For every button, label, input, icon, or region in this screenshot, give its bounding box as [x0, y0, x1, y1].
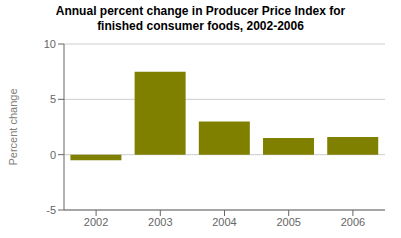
svg-text:5: 5 [50, 93, 56, 105]
svg-text:2003: 2003 [148, 216, 172, 228]
svg-text:Percent change: Percent change [8, 88, 19, 165]
svg-text:10: 10 [44, 38, 56, 50]
svg-text:-5: -5 [46, 204, 56, 216]
svg-text:2005: 2005 [276, 216, 300, 228]
html-text:Annual percent change in Produ: Annual percent change in Producer Price … [55, 4, 346, 18]
svg-text:0: 0 [50, 149, 56, 161]
svg-text:2002: 2002 [84, 216, 108, 228]
svg-text:2004: 2004 [212, 216, 236, 228]
html-text:finished consumer foods, 2002-: finished consumer foods, 2002-2006 [97, 19, 304, 33]
svg-text:2006: 2006 [341, 216, 365, 228]
